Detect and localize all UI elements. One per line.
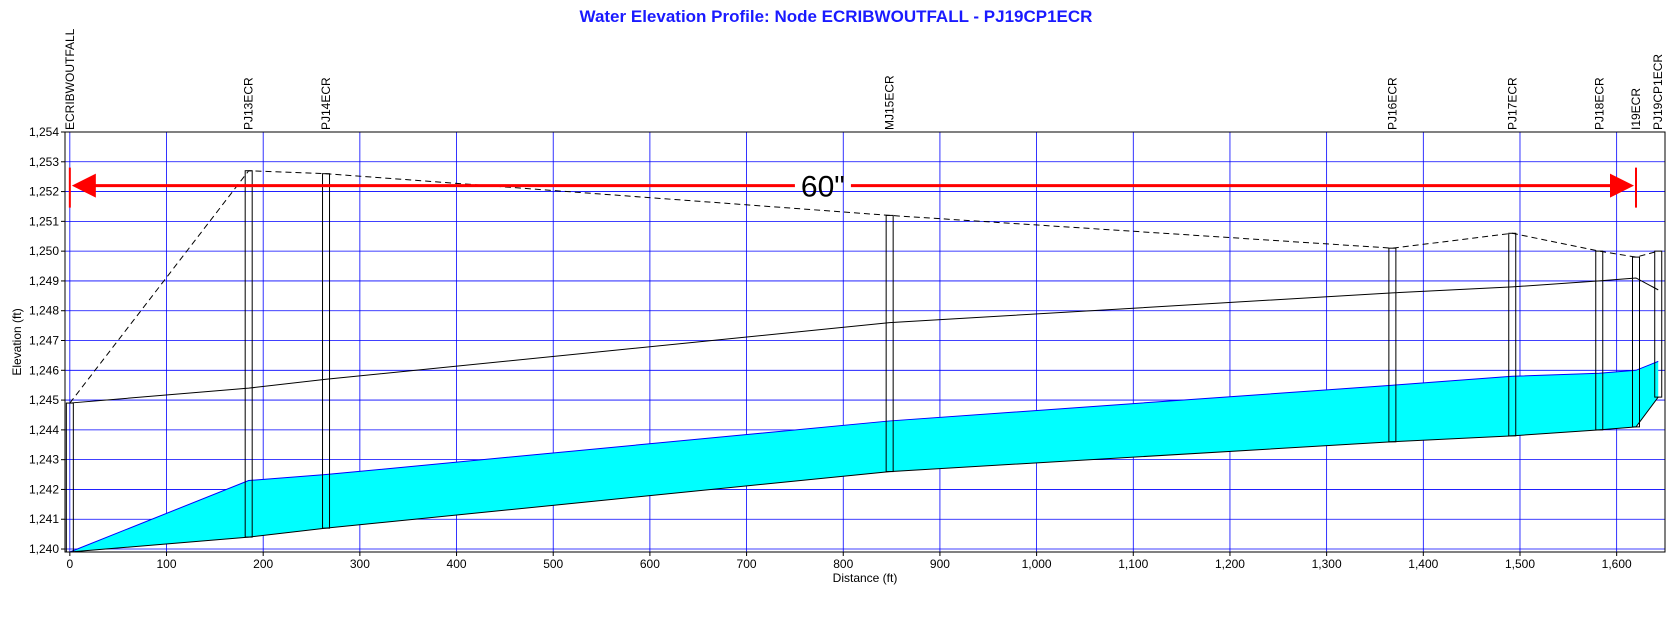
manhole [1388,247,1397,443]
y-tick-label: 1,241 [29,512,59,526]
y-tick-label: 1,243 [29,453,59,467]
y-tick-label: 1,248 [29,304,59,318]
plot-frame [64,131,1666,553]
y-tick-label: 1,246 [29,363,59,377]
y-tick-label: 1,247 [29,334,59,348]
y-axis-label: Elevation (ft) [10,308,24,375]
x-tick-label: 400 [447,557,467,571]
tick-labels: 0 100 200 300 400 500 600 700 800 900 1,000 1,100 1,… [29,125,1632,571]
y-tick-label: 1,245 [29,393,59,407]
chart-title: Water Elevation Profile: Node ECRIBWOUTF… [580,7,1093,26]
hgl-fill [69,361,1659,552]
y-tick-label: 1,252 [29,185,59,199]
x-tick-label: 1,300 [1312,557,1342,571]
node-label: MJ15ECR [883,75,897,130]
y-tick-label: 1,240 [29,542,59,556]
node-label: ECRIBWOUTFALL [63,28,77,130]
y-tick-label: 1,249 [29,274,59,288]
manhole [322,173,331,529]
manholes [65,170,1663,553]
x-tick-label: 1,400 [1408,557,1438,571]
y-tick-label: 1,251 [29,214,59,228]
y-tick-label: 1,242 [29,482,59,496]
arrow-head-left [71,173,96,198]
manhole [1631,256,1640,428]
node-label: PJ13ECR [242,77,256,130]
pipe-size-annotation: 60" [68,167,1637,208]
node-label: I19ECR [1629,88,1643,130]
manhole [1508,232,1517,437]
node-label: PJ14ECR [319,77,333,130]
manhole [244,170,253,538]
x-tick-label: 600 [640,557,660,571]
hgl-area [69,360,1659,553]
x-tick-label: 700 [737,557,757,571]
x-tick-label: 300 [350,557,370,571]
y-tick-label: 1,254 [29,125,59,139]
ground-line [69,170,1659,404]
pipe-size-label: 60" [801,171,845,204]
node-label: PJ17ECR [1505,77,1519,130]
x-tick-label: 900 [930,557,950,571]
manhole [1595,250,1604,431]
x-tick-label: 1,000 [1022,557,1052,571]
x-axis-label: Distance (ft) [833,571,898,585]
x-tick-label: 800 [833,557,853,571]
x-tick-label: 1,100 [1118,557,1148,571]
x-tick-label: 100 [156,557,176,571]
node-label: PJ19CP1ECR [1651,54,1665,130]
x-tick-label: 1,500 [1505,557,1535,571]
hgl-line [69,360,1659,553]
y-tick-label: 1,253 [29,155,59,169]
y-tick-label: 1,250 [29,244,59,258]
node-label: PJ16ECR [1385,77,1399,130]
pipe-crown-line [69,277,1659,404]
x-tick-label: 0 [66,557,73,571]
x-tick-label: 500 [543,557,563,571]
y-tick-label: 1,244 [29,423,59,437]
x-tick-label: 1,600 [1602,557,1632,571]
arrow-head-right [1609,173,1634,198]
node-label: PJ18ECR [1592,77,1606,130]
manhole [885,214,894,473]
node-labels: ECRIBWOUTFALL PJ13ECR PJ14ECR MJ15ECR PJ16EC… [63,28,1665,130]
manhole [1654,250,1663,398]
x-tick-label: 200 [253,557,273,571]
x-tick-label: 1,200 [1215,557,1245,571]
